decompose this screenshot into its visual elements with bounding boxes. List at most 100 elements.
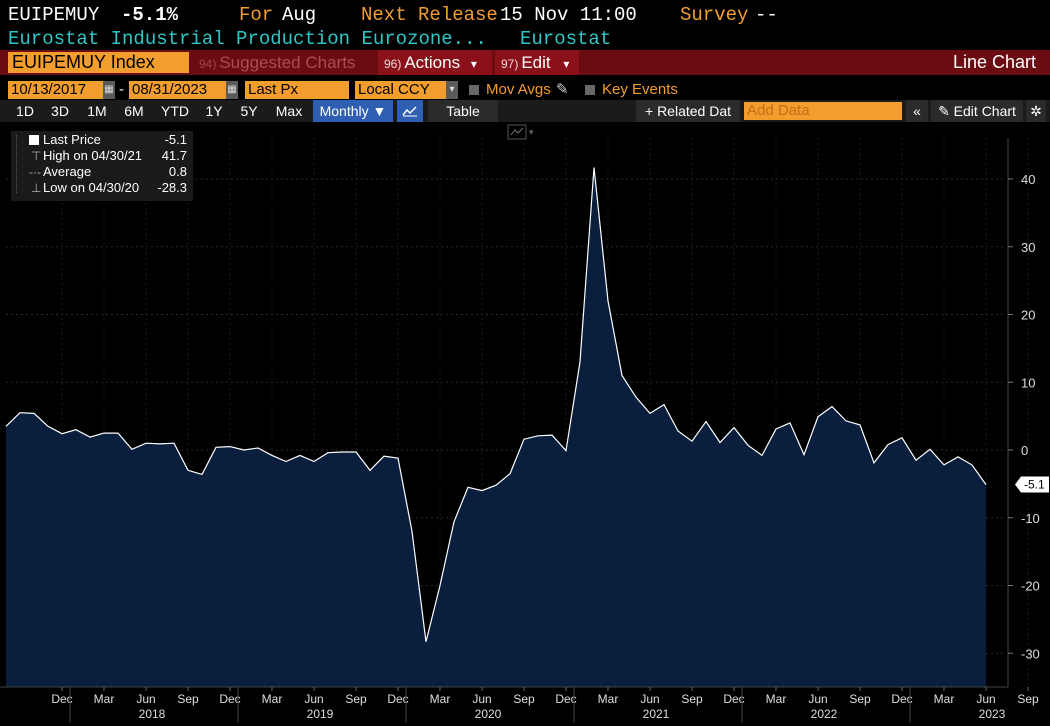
data-point[interactable] (985, 483, 987, 485)
dropdown-arrow-icon[interactable]: ▾ (446, 81, 458, 99)
collapse-icon[interactable]: « (906, 100, 928, 122)
data-point[interactable] (845, 420, 847, 422)
pencil-icon[interactable]: ✎ (556, 81, 569, 98)
data-point[interactable] (481, 489, 483, 491)
start-date-field[interactable]: 10/13/2017 (8, 81, 111, 99)
data-point[interactable] (551, 434, 553, 436)
data-point[interactable] (873, 462, 875, 464)
data-point[interactable] (607, 300, 609, 302)
data-point[interactable] (383, 455, 385, 457)
key-events-checkbox[interactable] (585, 85, 595, 95)
index-field[interactable]: EUIPEMUY Index (8, 52, 189, 73)
data-point[interactable] (467, 486, 469, 488)
data-point[interactable] (397, 457, 399, 459)
data-point[interactable] (159, 443, 161, 445)
table-button[interactable]: Table (428, 100, 498, 122)
data-point[interactable] (495, 484, 497, 486)
data-point[interactable] (677, 430, 679, 432)
data-point[interactable] (89, 436, 91, 438)
data-point[interactable] (355, 451, 357, 453)
frequency-select[interactable]: Monthly ▼ (313, 100, 393, 122)
data-point[interactable] (173, 442, 175, 444)
edit-chart-button[interactable]: ✎ Edit Chart (931, 100, 1023, 122)
data-point[interactable] (621, 374, 623, 376)
price-field-select[interactable]: Last Px (245, 81, 349, 99)
suggested-charts-button[interactable]: 94) Suggested Charts (193, 50, 374, 75)
data-point[interactable] (747, 444, 749, 446)
data-point[interactable] (313, 460, 315, 462)
chart-area[interactable]: 40 30 20 10 0 -10 -20 -30 Dec Mar Jun Sep Dec Mar Jun… (0, 122, 1050, 726)
data-point[interactable] (285, 460, 287, 462)
data-point[interactable] (859, 424, 861, 426)
data-point[interactable] (33, 412, 35, 414)
data-point[interactable] (425, 641, 427, 643)
data-point[interactable] (19, 412, 21, 414)
period-ytd-button[interactable]: YTD (161, 103, 189, 119)
data-point[interactable] (369, 469, 371, 471)
data-point[interactable] (523, 438, 525, 440)
period-max-button[interactable]: Max (275, 103, 303, 119)
chart-type-icon[interactable]: ▾ (507, 124, 534, 140)
currency-select[interactable]: Local CCY (355, 81, 455, 99)
period-1d-button[interactable]: 1D (16, 103, 34, 119)
data-point[interactable] (649, 412, 651, 414)
data-point[interactable] (691, 440, 693, 442)
data-point[interactable] (579, 361, 581, 363)
calendar-icon[interactable]: ▦ (226, 81, 238, 99)
data-point[interactable] (789, 422, 791, 424)
data-point[interactable] (61, 433, 63, 435)
data-point[interactable] (775, 428, 777, 430)
legend-last-price[interactable]: Last Price -5.1 (11, 132, 193, 148)
data-point[interactable] (453, 521, 455, 523)
data-point[interactable] (761, 454, 763, 456)
line-chart-icon[interactable] (397, 100, 423, 122)
data-point[interactable] (131, 448, 133, 450)
data-point[interactable] (327, 452, 329, 454)
data-point[interactable] (341, 451, 343, 453)
data-point[interactable] (243, 449, 245, 451)
data-point[interactable] (201, 473, 203, 475)
period-1y-button[interactable]: 1Y (205, 103, 223, 119)
period-3d-button[interactable]: 3D (51, 103, 69, 119)
data-point[interactable] (929, 448, 931, 450)
data-point[interactable] (509, 473, 511, 475)
data-point[interactable] (817, 416, 819, 418)
data-point[interactable] (635, 396, 637, 398)
period-1m-button[interactable]: 1M (87, 103, 107, 119)
data-point[interactable] (663, 403, 665, 405)
data-point[interactable] (439, 584, 441, 586)
data-point[interactable] (47, 425, 49, 427)
data-point[interactable] (915, 459, 917, 461)
data-point[interactable] (271, 454, 273, 456)
data-point[interactable] (145, 442, 147, 444)
period-5y-button[interactable]: 5Y (240, 103, 258, 119)
data-point[interactable] (117, 432, 119, 434)
actions-button[interactable]: 96) Actions ▾ (378, 50, 492, 75)
data-point[interactable] (75, 428, 77, 430)
data-point[interactable] (593, 166, 595, 168)
data-point[interactable] (215, 446, 217, 448)
gear-icon[interactable]: ✲ (1026, 100, 1046, 122)
data-point[interactable] (103, 432, 105, 434)
data-point[interactable] (943, 464, 945, 466)
data-point[interactable] (957, 456, 959, 458)
edit-button[interactable]: 97) Edit ▾ (495, 50, 579, 75)
data-point[interactable] (565, 449, 567, 451)
data-point[interactable] (705, 420, 707, 422)
data-point[interactable] (411, 530, 413, 532)
add-data-input[interactable]: Add Data (744, 102, 902, 120)
data-point[interactable] (733, 426, 735, 428)
data-point[interactable] (5, 425, 7, 427)
data-point[interactable] (257, 447, 259, 449)
data-point[interactable] (887, 443, 889, 445)
data-point[interactable] (803, 454, 805, 456)
calendar-icon[interactable]: ▦ (103, 81, 115, 99)
period-6m-button[interactable]: 6M (124, 103, 144, 119)
data-point[interactable] (971, 464, 973, 466)
data-point[interactable] (901, 437, 903, 439)
data-point[interactable] (229, 445, 231, 447)
data-point[interactable] (831, 405, 833, 407)
mov-avgs-checkbox[interactable] (469, 85, 479, 95)
data-point[interactable] (187, 469, 189, 471)
data-point[interactable] (719, 441, 721, 443)
